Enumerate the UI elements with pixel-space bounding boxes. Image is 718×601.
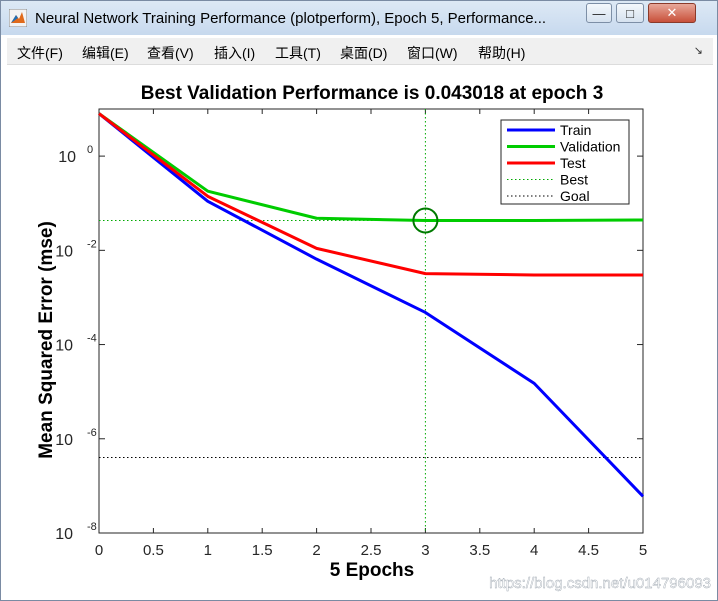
series-line-test <box>98 112 643 277</box>
x-tick-label: 0.5 <box>143 542 164 559</box>
x-tick-label: 4 <box>530 542 538 559</box>
watermark: https://blog.csdn.net/u014796093 <box>489 575 711 592</box>
x-tick-label: 1.5 <box>252 542 273 559</box>
menu-desktop[interactable]: 桌面(D) <box>340 45 388 61</box>
menu-tools[interactable]: 工具(T) <box>275 45 321 61</box>
series-lines <box>98 112 645 498</box>
x-tick-label: 1 <box>204 542 212 559</box>
x-tick-label: 0 <box>95 542 103 559</box>
x-tick-label: 4.5 <box>578 542 599 559</box>
window-title: Neural Network Training Performance (plo… <box>35 10 547 27</box>
minimize-button[interactable]: — <box>586 3 612 23</box>
legend-label: Goal <box>560 188 590 204</box>
y-tick-label: 10 <box>55 338 73 355</box>
close-icon: ✕ <box>666 5 678 20</box>
menu-bar: 文件(F) 编辑(E) 查看(V) 插入(I) 工具(T) 桌面(D) 窗口(W… <box>7 38 713 65</box>
x-axis: 0 0.5 1 1.5 2 2.5 3 3.5 4 4.5 5 <box>95 109 647 559</box>
y-tick-label: 10 <box>55 432 73 449</box>
menu-file[interactable]: 文件(F) <box>17 45 63 61</box>
y-tick-label: 10 <box>58 149 76 166</box>
menu-window[interactable]: 窗口(W) <box>407 45 458 61</box>
y-axis-label: Mean Squared Error (mse) <box>36 221 57 459</box>
y-tick-exponent: -6 <box>87 427 97 439</box>
y-tick-label: 10 <box>55 526 73 543</box>
series-line-validation <box>98 112 644 222</box>
menu-insert[interactable]: 插入(I) <box>214 45 256 61</box>
chart-title: Best Validation Performance is 0.043018 … <box>141 83 604 104</box>
minimize-icon: — <box>592 5 606 21</box>
matlab-icon <box>9 9 27 27</box>
dock-icon[interactable]: ↘ <box>693 45 703 57</box>
maximize-button[interactable]: □ <box>616 3 644 23</box>
close-button[interactable]: ✕ <box>648 3 696 23</box>
y-tick-label: 10 <box>55 243 73 260</box>
title-bar[interactable]: Neural Network Training Performance (plo… <box>1 1 717 35</box>
x-axis-label: 5 Epochs <box>330 560 414 581</box>
menu-edit[interactable]: 编辑(E) <box>82 45 129 61</box>
menu-help[interactable]: 帮助(H) <box>478 45 526 61</box>
best-epoch-marker <box>412 207 439 234</box>
series-line-train <box>98 112 645 498</box>
figure-area: Best Validation Performance is 0.043018 … <box>7 65 713 596</box>
x-tick-label: 3 <box>421 542 429 559</box>
y-tick-exponent: -4 <box>87 333 97 345</box>
y-tick-exponent: 0 <box>87 144 93 156</box>
x-tick-label: 3.5 <box>469 542 490 559</box>
legend-label: Train <box>560 122 591 138</box>
x-tick-label: 2 <box>312 542 320 559</box>
x-tick-label: 2.5 <box>361 542 382 559</box>
legend-label: Test <box>560 155 586 171</box>
maximize-icon: □ <box>626 5 634 21</box>
legend-label: Best <box>560 172 588 188</box>
performance-chart: Best Validation Performance is 0.043018 … <box>36 83 711 592</box>
y-axis: 10 0 10 -2 10 -4 10 -6 10 -8 <box>55 144 643 543</box>
y-tick-exponent: -8 <box>87 521 97 533</box>
y-tick-exponent: -2 <box>87 238 97 250</box>
legend-label: Validation <box>560 139 620 155</box>
x-tick-label: 5 <box>639 542 647 559</box>
menu-view[interactable]: 查看(V) <box>147 45 194 61</box>
